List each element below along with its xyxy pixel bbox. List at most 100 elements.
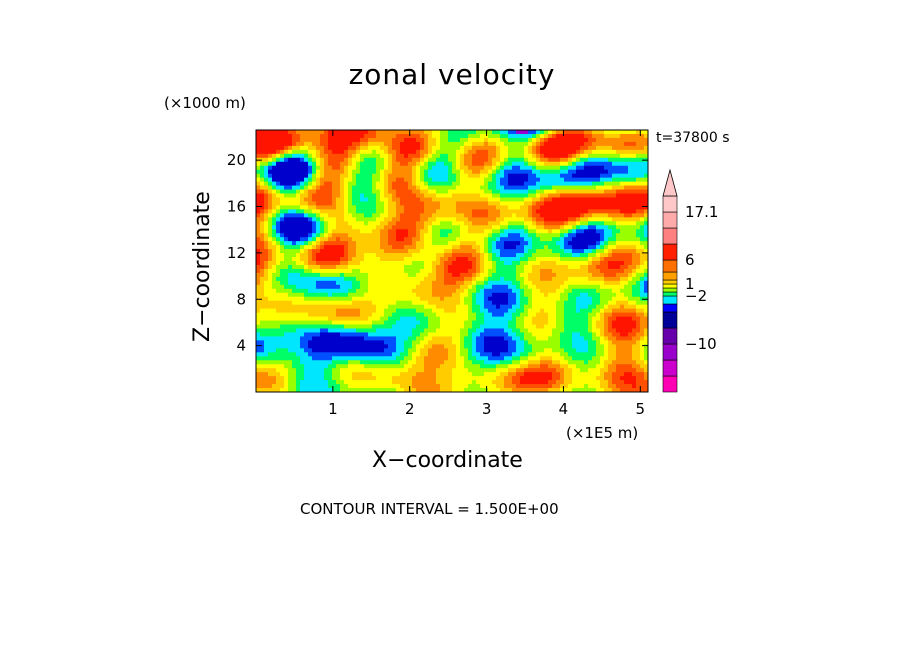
field-cell [360,264,365,270]
field-cell [292,320,297,326]
field-cell [492,245,497,250]
field-cell [392,280,397,286]
field-cell [428,268,433,274]
field-cell [400,268,405,274]
field-cell [276,165,281,171]
field-cell [540,225,545,230]
field-cell [320,328,325,334]
field-cell [344,201,349,207]
field-cell [372,332,377,338]
field-cell [316,372,321,377]
field-cell [528,257,533,262]
field-cell [328,284,333,290]
field-cell [472,288,477,294]
field-cell [372,237,377,242]
field-cell [328,340,333,345]
field-cell [416,280,421,286]
field-cell [288,189,293,195]
field-cell [388,328,393,334]
field-cell [380,372,385,377]
field-cell [420,169,425,175]
field-cell [356,376,361,381]
field-cell [324,217,329,222]
field-cell [336,360,341,365]
field-cell [544,320,549,326]
field-cell [328,165,333,171]
field-cell [404,221,409,226]
field-cell [556,276,561,282]
field-cell [292,372,297,377]
field-cell [456,141,461,147]
field-cell [256,368,261,373]
field-cell [388,213,393,218]
field-cell [312,253,317,258]
field-cell [300,169,305,175]
field-cell [464,264,469,270]
field-cell [420,288,425,294]
field-cell [308,268,313,274]
field-cell [452,173,457,179]
field-cell [460,193,465,199]
field-cell [276,233,281,238]
field-cell [272,181,277,187]
field-cell [404,320,409,326]
field-cell [280,372,285,377]
field-cell [340,312,345,318]
field-cell [464,189,469,195]
field-cell [532,233,537,238]
field-cell [496,241,501,246]
field-cell [344,205,349,210]
field-cell [468,352,473,357]
field-cell [468,356,473,361]
field-cell [256,141,261,147]
field-cell [256,288,261,294]
field-cell [488,368,493,373]
field-cell [256,328,261,334]
field-cell [292,272,297,278]
field-cell [496,193,501,199]
field-cell [404,209,409,214]
field-cell [348,257,353,262]
field-cell [552,165,557,171]
field-cell [376,300,381,306]
field-cell [464,233,469,238]
field-cell [260,225,265,230]
field-cell [500,348,505,353]
field-cell [404,292,409,298]
field-cell [360,237,365,242]
field-cell [340,201,345,207]
field-cell [536,173,541,179]
field-cell [536,368,541,373]
field-cell [312,360,317,365]
field-cell [348,209,353,214]
field-cell [476,217,481,222]
field-cell [304,141,309,147]
field-cell [300,257,305,262]
field-cell [308,316,313,322]
field-cell [536,372,541,377]
field-cell [332,221,337,226]
field-cell [320,372,325,377]
field-cell [452,316,457,322]
field-cell [408,221,413,226]
field-cell [544,352,549,357]
field-cell [464,229,469,234]
field-cell [432,233,437,238]
field-cell [308,157,313,163]
field-cell [340,261,345,266]
field-cell [360,300,365,306]
field-cell [540,376,545,381]
field-cell [488,229,493,234]
field-cell [352,189,357,195]
field-cell [400,185,405,191]
field-cell [264,181,269,187]
field-cell [504,169,509,175]
field-cell [344,221,349,226]
field-cell [464,376,469,381]
field-cell [272,384,277,389]
field-cell [296,229,301,234]
field-cell [360,161,365,167]
field-cell [548,296,553,302]
field-cell [340,257,345,262]
field-cell [480,149,485,155]
